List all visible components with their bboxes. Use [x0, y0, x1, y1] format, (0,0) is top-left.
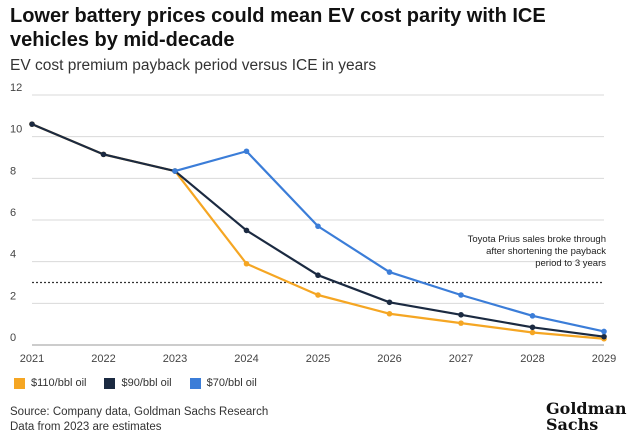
- y-tick-label: 6: [10, 207, 16, 219]
- chart-title: Lower battery prices could mean EV cost …: [10, 5, 546, 51]
- data-point: [529, 324, 536, 331]
- legend-item-90: $90/bbl oil: [104, 377, 172, 389]
- data-point: [458, 320, 464, 326]
- legend-label: $90/bbl oil: [121, 377, 172, 389]
- reference-line-annotation: Toyota Prius sales broke through after s…: [467, 234, 606, 269]
- series-line-0: [31, 123, 605, 340]
- legend-swatch-blue: [189, 377, 201, 389]
- chart-subtitle: EV cost premium payback period versus IC…: [10, 57, 377, 74]
- x-tick-label: 2029: [592, 353, 616, 365]
- data-point: [315, 272, 321, 279]
- data-point: [529, 313, 536, 319]
- legend-swatch-navy: [104, 377, 116, 389]
- y-tick-label: 2: [10, 290, 16, 302]
- legend-item-70: $70/bbl oil: [189, 377, 257, 389]
- data-point: [386, 269, 393, 275]
- legend: $110/bbl oil $90/bbl oil $70/bbl oil: [14, 377, 257, 389]
- y-tick-label: 4: [10, 249, 16, 261]
- data-point: [386, 310, 393, 317]
- x-tick-label: 2024: [234, 353, 258, 365]
- x-tick-label: 2022: [91, 353, 115, 365]
- data-point: [29, 121, 35, 127]
- x-tick-label: 2021: [20, 353, 44, 365]
- y-tick-label: 0: [10, 332, 16, 344]
- x-tick-label: 2025: [306, 353, 330, 365]
- legend-label: $70/bbl oil: [206, 377, 257, 389]
- data-point: [601, 333, 607, 340]
- series-line-1: [31, 123, 605, 338]
- data-point: [172, 168, 178, 174]
- x-tick-label: 2026: [377, 353, 401, 365]
- x-tick-label: 2027: [449, 353, 473, 365]
- data-point: [529, 329, 536, 336]
- data-point: [386, 299, 393, 306]
- y-tick-label: 8: [10, 165, 16, 177]
- source-note: Source: Company data, Goldman Sachs Rese…: [10, 405, 268, 435]
- data-point: [315, 292, 321, 298]
- y-tick-label: 12: [10, 82, 22, 94]
- goldman-sachs-logo: Goldman Sachs: [546, 399, 627, 434]
- data-point: [601, 328, 607, 335]
- data-point: [458, 311, 464, 318]
- legend-label: $110/bbl oil: [31, 377, 87, 389]
- data-point: [315, 223, 321, 230]
- data-point: [458, 292, 464, 298]
- data-point: [243, 148, 250, 155]
- data-point: [243, 227, 250, 234]
- data-point: [100, 151, 107, 158]
- x-tick-label: 2023: [163, 353, 187, 365]
- legend-swatch-orange: [14, 377, 25, 389]
- data-point: [243, 260, 250, 267]
- estimate-note: Data from 2023 are estimates: [10, 421, 162, 433]
- x-tick-label: 2028: [520, 353, 544, 365]
- y-tick-label: 10: [10, 124, 22, 136]
- source-line: Source: Company data, Goldman Sachs Rese…: [10, 406, 269, 418]
- legend-item-110: $110/bbl oil: [14, 377, 86, 389]
